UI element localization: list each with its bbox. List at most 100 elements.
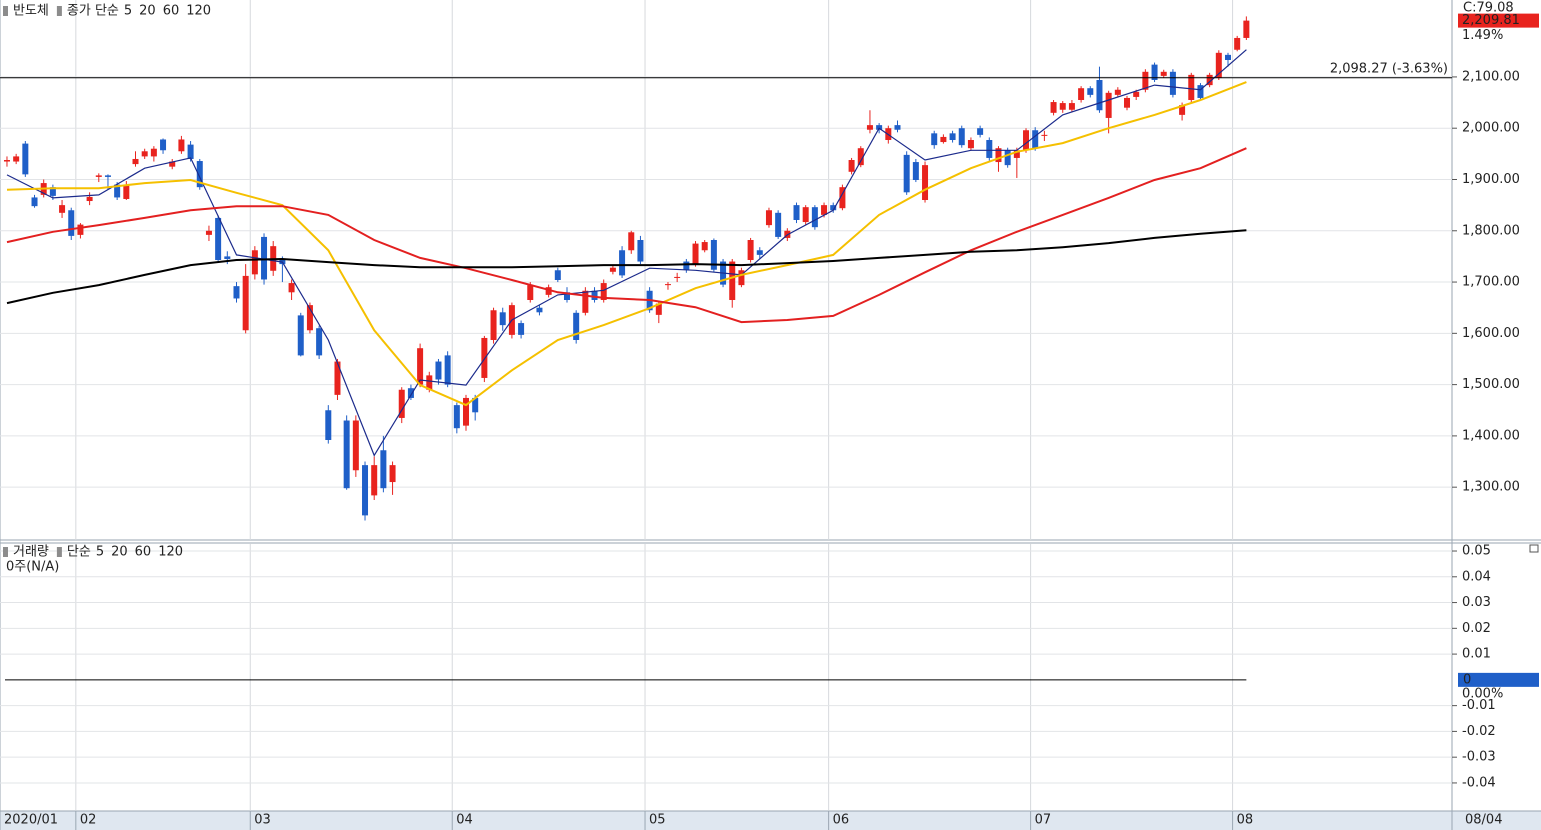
legend-icon [56,6,62,16]
candle-body [1197,85,1204,98]
candle-body [68,210,75,236]
candle-body [398,389,405,418]
candle-body [1215,52,1222,78]
candle-body [150,148,157,157]
candle-body [472,397,479,413]
candle-body [288,283,295,293]
legend-entry: 120 [158,545,183,560]
candle-body [352,420,359,471]
candle-body [132,158,139,165]
candle-body [573,312,580,340]
y-tick-label: -0.01 [1462,698,1496,713]
candle-body [931,133,938,146]
candle-body [196,161,203,188]
legend-indicator: 종가 단순 [67,4,119,19]
candle-body [233,286,240,299]
moving-average [6,81,1247,407]
candle-body [619,250,626,276]
candle-body [591,290,598,300]
y-tick-label: 2,000.00 [1462,121,1520,136]
x-axis-strip [0,811,1541,830]
candle-body [527,285,534,300]
candle-body [1050,102,1057,113]
grid [0,0,1457,830]
candle-body [922,165,929,200]
candle-body [1023,130,1030,151]
y-tick-label: 0.05 [1462,544,1491,559]
candle-body [876,125,883,130]
candle-body [958,128,965,146]
y-tick-label: 1,600.00 [1462,326,1520,341]
candle-body [1013,150,1020,158]
reference-label: 2,098.27 (-3.63%) [1330,61,1448,76]
candle-body [141,151,148,157]
candle-body [655,303,662,315]
candle-body [1114,89,1121,95]
candle-body [1206,74,1213,86]
moving-average [6,147,1247,324]
panel-button[interactable] [1529,544,1539,553]
candle-body [334,361,341,395]
candle-body [178,139,185,152]
y-tick-label: 0.01 [1462,647,1491,662]
candle-body [765,210,772,226]
candle-body [1068,103,1075,110]
legend-entry: 20 [111,545,128,560]
candle-body [362,465,369,516]
zero-box [1458,672,1539,687]
legend-entry: 60 [135,545,152,560]
candle-body [169,161,176,167]
candle-body [224,256,231,259]
candle-body [1179,105,1186,115]
candle-body [325,410,332,440]
candle-body [160,139,167,151]
candle-body [490,310,497,340]
candle-body [839,187,846,209]
candle-body [1169,71,1176,95]
moving-average [6,229,1247,305]
candle-body [1224,54,1231,60]
candle-body [114,184,121,198]
candle-body [31,197,38,207]
candle-body [903,154,910,193]
candle-body [518,323,525,335]
candle-body [380,450,387,489]
candle-body [821,205,828,215]
legend-entry: 5 [96,545,104,560]
legend-entry: 5 [124,4,132,19]
candle-body [1151,64,1158,80]
candle-body [747,240,754,260]
candle-body [1234,37,1241,50]
candle-body [563,292,570,300]
candle-body [1004,150,1011,166]
candle-body [1032,130,1039,149]
y-tick-label: 1,400.00 [1462,428,1520,443]
candle-body [453,405,460,429]
candle-body [242,275,249,331]
candle-body [1188,74,1195,100]
candle-body [912,162,919,180]
candle-body [123,184,130,199]
last-info: C:79.08 [1463,1,1514,16]
candle-body [306,305,313,331]
candle-body [104,175,111,177]
candle-body [1105,92,1112,118]
marks [0,13,1539,687]
y-tick-label: 0.04 [1462,569,1491,584]
candle-body [866,125,873,130]
candle-body [830,205,837,211]
y-tick-label: -0.03 [1462,750,1496,765]
candle-body [793,205,800,220]
candle-body [692,243,699,265]
candle-body [894,125,901,130]
candle-body [986,140,993,158]
candle-body [407,388,414,398]
candle-body [261,236,268,280]
candle-body [49,187,56,196]
legend-icon [56,547,62,557]
x-tick-label: 06 [833,813,850,828]
candle-body [316,328,323,356]
candle-body [848,160,855,172]
y-tick-label: 0.02 [1462,621,1491,636]
candle-body [729,261,736,300]
